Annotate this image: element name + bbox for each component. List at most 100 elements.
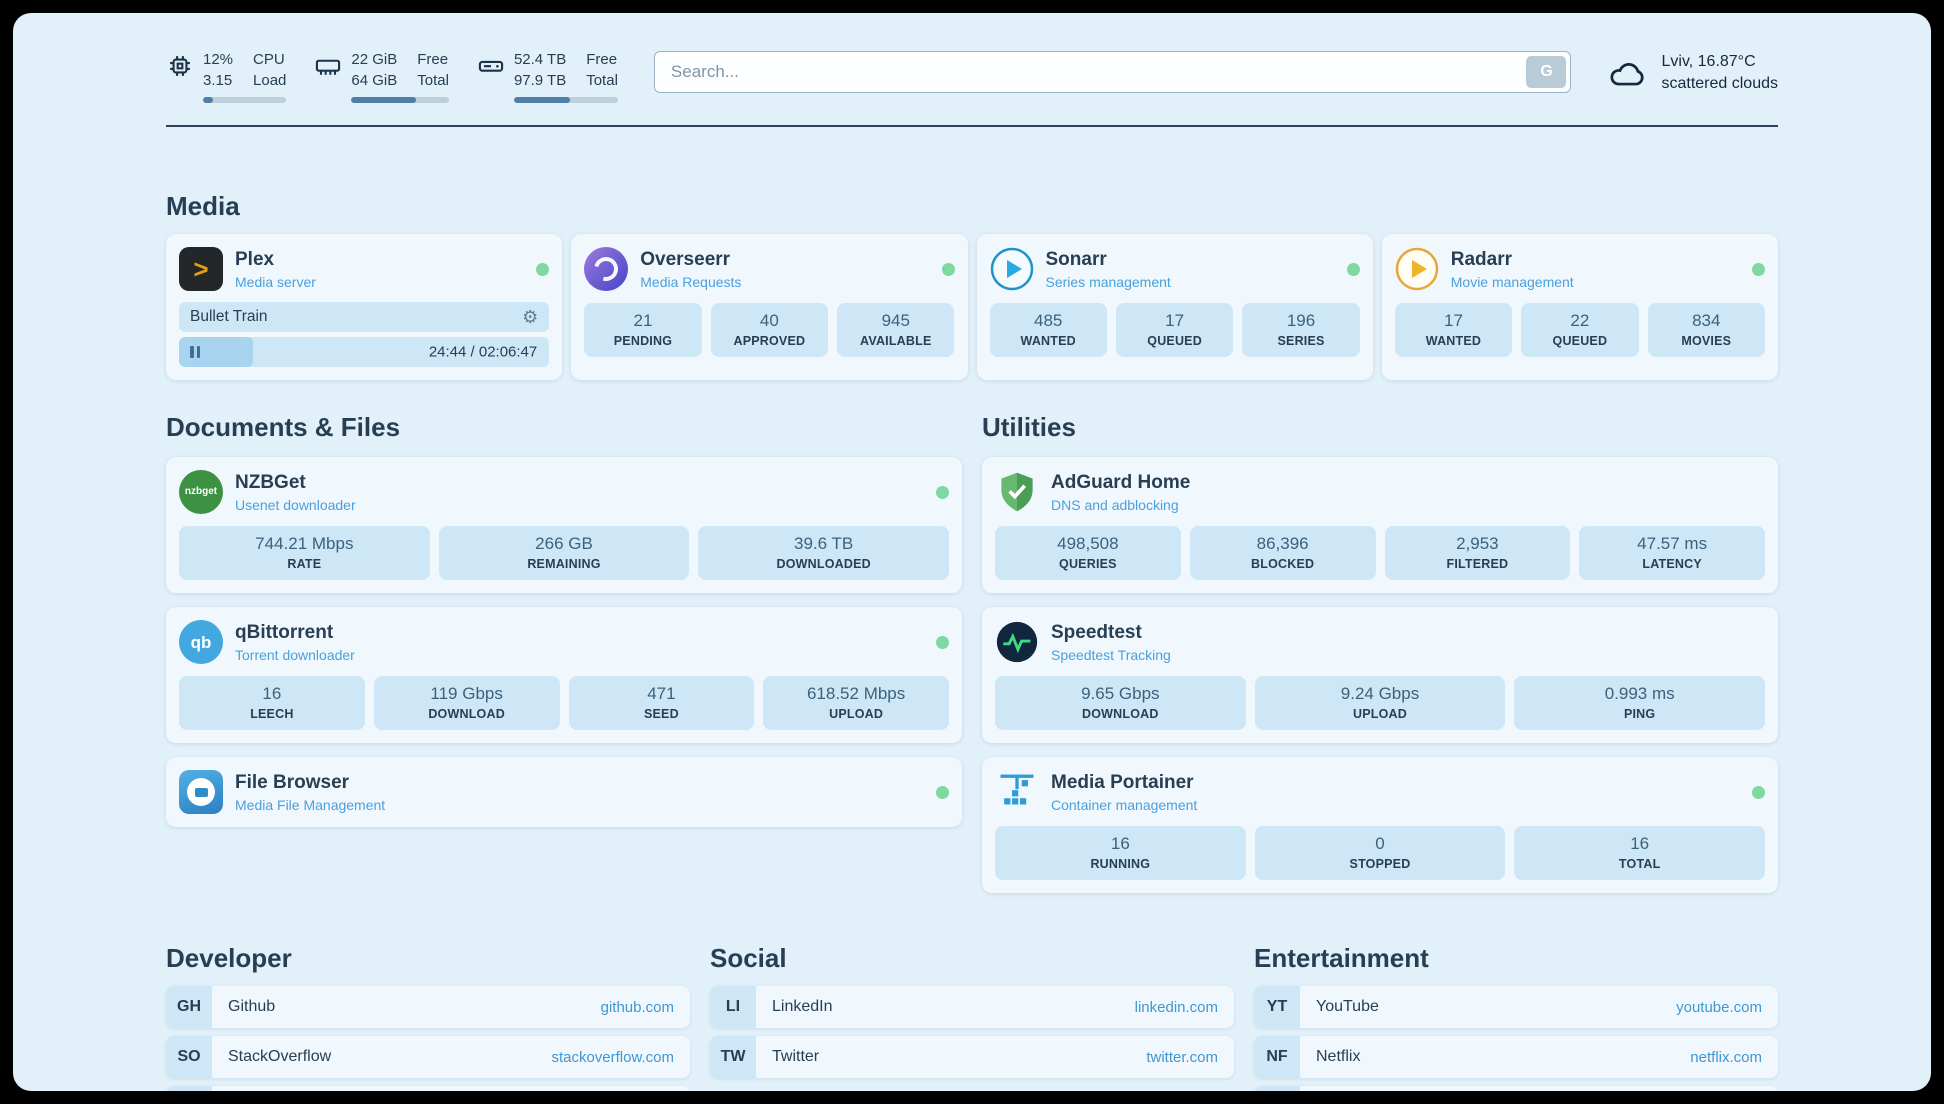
weather-condition: scattered clouds [1661,75,1778,93]
cpu-load-label: Load [253,72,287,89]
bookmark-abbr: DT [166,1086,212,1091]
app-subtitle: Usenet downloader [235,496,356,513]
ram-total-value: 64 GiB [351,72,398,89]
bookmark-url: github.com [600,998,674,1016]
ram-progress-bar [351,97,449,103]
stat-seed: 471 SEED [568,676,755,730]
bookmark-name: StackOverflow [228,1048,332,1065]
app-subtitle: Series management [1045,273,1171,290]
app-subtitle: Media server [235,273,316,290]
bookmark-abbr: SO [166,1036,212,1078]
app-subtitle: Speedtest Tracking [1051,646,1171,663]
app-name: NZBGet [235,471,306,493]
stat-filtered: 2,953 FILTERED [1384,526,1571,580]
radarr-card[interactable]: Radarr Movie management 17 WANTED 22 QUE… [1381,234,1778,380]
stat-queued: 22 QUEUED [1521,303,1639,357]
plex-card[interactable]: > Plex Media server Bullet Train ⚙ 24:44… [166,234,563,380]
bookmark-reddit[interactable]: RE Reddit reddit.com [1254,1086,1778,1091]
disk-metric: 52.4 TB 97.9 TB Free Total [477,49,618,103]
adguard-card[interactable]: AdGuard Home DNS and adblocking 498,508 … [982,457,1778,593]
bookmark-stackoverflow[interactable]: SO StackOverflow stackoverflow.com [166,1036,690,1078]
app-subtitle: Media Requests [640,273,742,290]
cloud-icon [1607,56,1649,90]
stat-approved: 40 APPROVED [710,303,829,357]
app-subtitle: Movie management [1450,273,1574,290]
ram-total-label: Total [417,72,449,89]
stat-download: 119 Gbps DOWNLOAD [373,676,560,730]
entertainment-bookmarks: Entertainment YT YouTube youtube.com NF … [1254,943,1778,1091]
status-dot [1752,262,1765,276]
ram-free-label: Free [417,51,449,68]
ram-metric: 22 GiB 64 GiB Free Total [314,49,449,103]
adguard-icon [995,470,1039,514]
stat-upload: 618.52 Mbps UPLOAD [763,676,949,730]
plex-icon: > [179,247,223,291]
documents-column: Documents & Files nzbget NZBGet Usenet d… [166,412,962,893]
ram-icon [314,52,342,80]
developer-bookmarks: Developer GH Github github.com SO StackO… [166,943,690,1091]
bookmark-abbr: TW [710,1036,756,1078]
cpu-label: CPU [253,51,285,68]
stat-total: 16 TOTAL [1514,826,1765,880]
stat-queued: 17 QUEUED [1115,303,1234,357]
sonarr-card[interactable]: Sonarr Series management 485 WANTED 17 Q… [976,234,1373,380]
stat-upload: 9.24 Gbps UPLOAD [1254,676,1506,730]
bookmark-abbr: RE [1254,1086,1300,1091]
bookmark-url: twitter.com [1146,1048,1218,1066]
qbittorrent-card[interactable]: qb qBittorrent Torrent downloader 16 LEE… [166,607,962,743]
speedtest-card[interactable]: Speedtest Speedtest Tracking 9.65 Gbps D… [982,607,1778,743]
status-dot [1752,785,1765,799]
app-name: Sonarr [1045,248,1107,270]
section-title-developer: Developer [166,943,292,973]
bookmark-url: linkedin.com [1134,998,1218,1016]
bookmark-netflix[interactable]: NF Netflix netflix.com [1254,1036,1778,1078]
app-name: AdGuard Home [1051,471,1191,493]
status-dot [536,262,550,276]
stat-ping: 0.993 ms PING [1514,676,1765,730]
bookmark-github[interactable]: GH Github github.com [166,986,690,1028]
bookmark-linkedin[interactable]: LI LinkedIn linkedin.com [710,986,1234,1028]
playback-progress-fill [179,337,254,367]
bookmark-name: Github [228,998,276,1015]
app-name: Media Portainer [1051,771,1194,793]
weather-location: Lviv, 16.87°C [1661,53,1756,70]
search-engine-button[interactable]: G [1526,56,1567,88]
settings-gear-icon[interactable]: ⚙ [522,307,539,327]
app-subtitle: Torrent downloader [235,646,355,663]
pause-icon [196,346,200,358]
app-name: File Browser [235,771,350,793]
stat-leech: 16 LEECH [179,676,365,730]
media-grid: > Plex Media server Bullet Train ⚙ 24:44… [166,234,1778,380]
status-dot [1346,262,1360,276]
cpu-metric: 12% 3.15 CPU Load [166,49,287,103]
bookmark-url: youtube.com [1676,998,1762,1016]
portainer-icon [995,770,1039,814]
bookmark-url: stackoverflow.com [551,1048,674,1066]
nzbget-card[interactable]: nzbget NZBGet Usenet downloader 744.21 M… [166,457,962,593]
bookmark-url: netflix.com [1690,1048,1762,1066]
social-bookmarks: Social LI LinkedIn linkedin.com TW Twitt… [710,943,1234,1091]
bookmark-dev[interactable]: DT DEV dev.to [166,1086,690,1091]
bookmark-twitter[interactable]: TW Twitter twitter.com [710,1036,1234,1078]
dashboard-panel: 12% 3.15 CPU Load [13,13,1931,1091]
disk-total-label: Total [586,72,618,89]
bookmark-youtube[interactable]: YT YouTube youtube.com [1254,986,1778,1028]
overseerr-icon [584,247,629,291]
filebrowser-card[interactable]: File Browser Media File Management [166,757,962,827]
status-dot [936,485,949,499]
playback-progress-bar: 24:44 / 02:06:47 [179,337,550,367]
search-input[interactable] [653,51,1572,93]
disk-icon [477,52,505,80]
sonarr-icon [990,247,1034,291]
now-playing-row: Bullet Train ⚙ [179,302,550,332]
playback-time: 24:44 / 02:06:47 [428,343,538,361]
stat-wanted: 17 WANTED [1394,303,1513,357]
stat-download: 9.65 Gbps DOWNLOAD [995,676,1246,730]
portainer-card[interactable]: Media Portainer Container management 16 … [982,757,1778,893]
section-title-documents: Documents & Files [166,412,401,442]
status-dot [936,785,949,799]
stat-available: 945 AVAILABLE [837,303,955,357]
overseerr-card[interactable]: Overseerr Media Requests 21 PENDING 40 A… [571,234,968,380]
disk-free-value: 52.4 TB [513,51,567,68]
